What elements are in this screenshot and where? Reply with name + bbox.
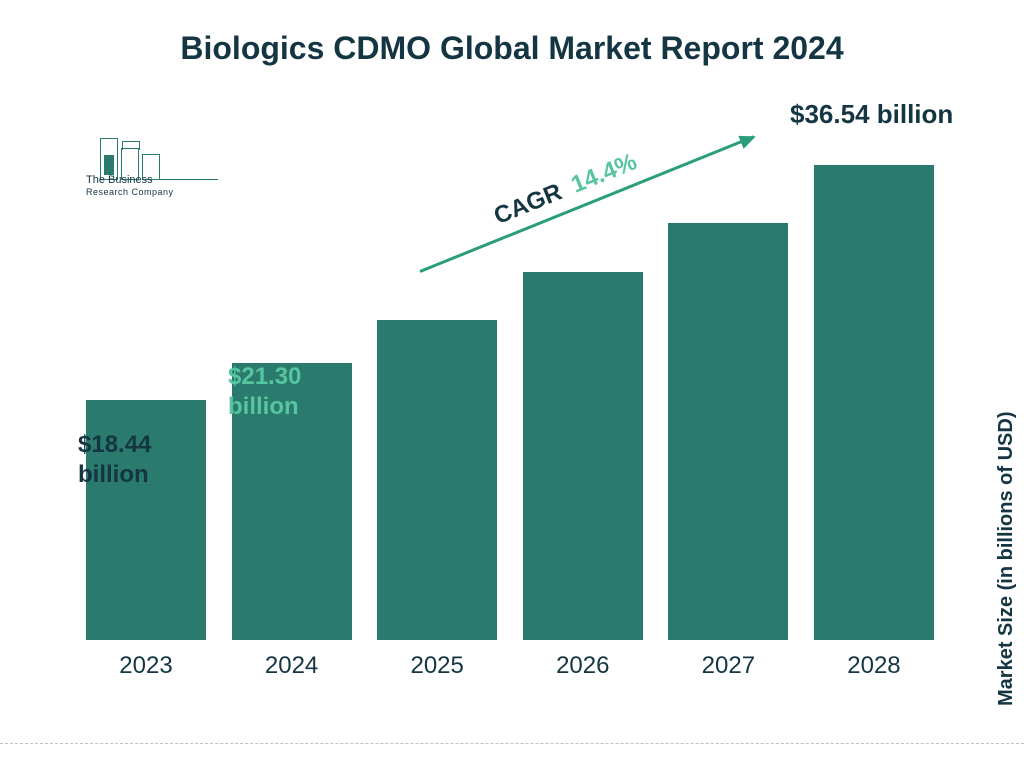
bar-chart: 202320242025202620272028 CAGR 14.4%: [80, 120, 940, 680]
y-axis-label: Market Size (in billions of USD): [995, 412, 1018, 706]
bar-2026: [523, 272, 643, 640]
x-label-2028: 2028: [814, 652, 934, 680]
x-label-2024: 2024: [232, 652, 352, 680]
footer-divider: [0, 743, 1024, 744]
x-label-2023: 2023: [86, 652, 206, 680]
bar-rect: [377, 320, 497, 640]
x-label-2025: 2025: [377, 652, 497, 680]
bar-rect: [814, 165, 934, 640]
bar-2028: [814, 165, 934, 640]
bar-2025: [377, 320, 497, 640]
callout-2023: $18.44 billion: [78, 430, 151, 490]
x-label-2026: 2026: [523, 652, 643, 680]
chart-title: Biologics CDMO Global Market Report 2024: [0, 30, 1024, 67]
x-label-2027: 2027: [668, 652, 788, 680]
callout-2024: $21.30 billion: [228, 362, 301, 422]
bar-2027: [668, 223, 788, 640]
callout-2028: $36.54 billion: [790, 98, 953, 131]
bar-rect: [523, 272, 643, 640]
bar-rect: [668, 223, 788, 640]
